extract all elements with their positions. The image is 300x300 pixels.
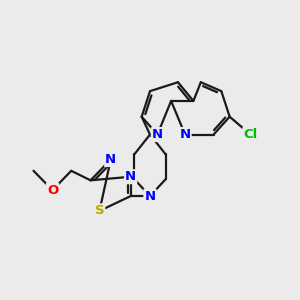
Text: N: N	[125, 170, 136, 183]
Text: S: S	[95, 204, 104, 218]
Text: O: O	[47, 184, 58, 196]
Text: N: N	[105, 153, 116, 166]
Text: N: N	[144, 190, 156, 202]
Text: N: N	[152, 128, 163, 141]
Text: N: N	[179, 128, 191, 141]
Text: Cl: Cl	[243, 128, 258, 141]
